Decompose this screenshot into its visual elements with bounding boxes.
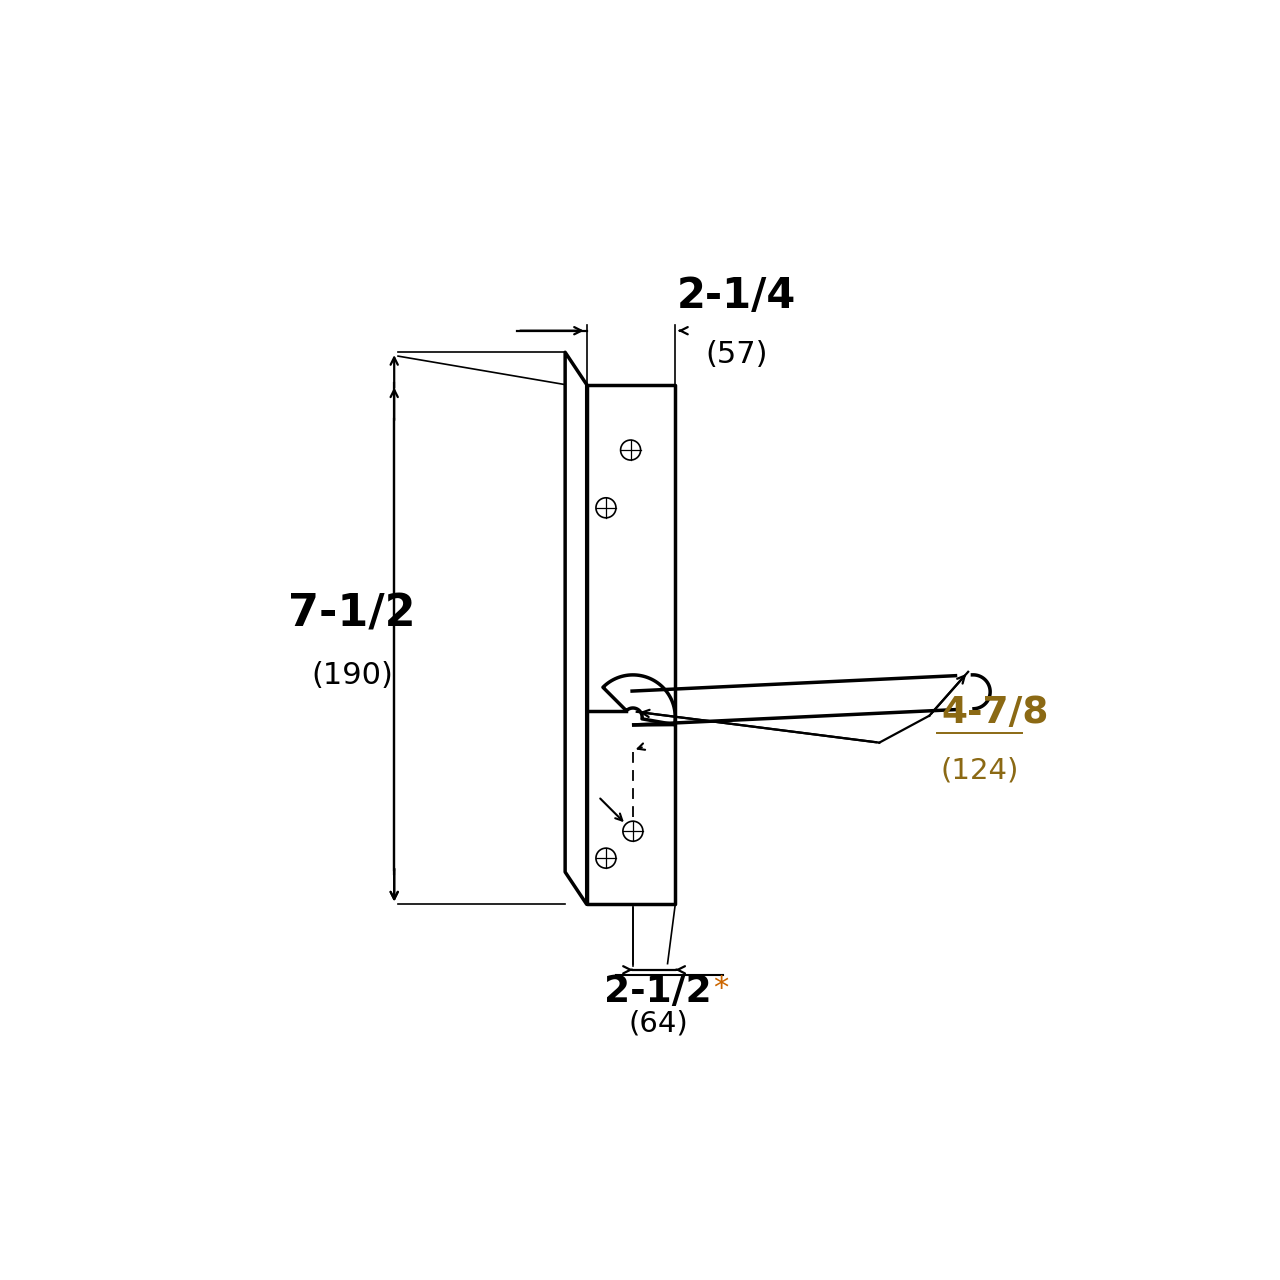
Text: 2-1/2: 2-1/2 xyxy=(604,974,712,1010)
Text: 4-7/8: 4-7/8 xyxy=(941,695,1048,731)
Text: 7-1/2: 7-1/2 xyxy=(288,593,416,635)
Text: (64): (64) xyxy=(628,1010,687,1038)
Text: (190): (190) xyxy=(311,662,393,690)
Text: (124): (124) xyxy=(941,756,1019,785)
Text: (57): (57) xyxy=(705,340,768,369)
Text: *: * xyxy=(713,974,728,1002)
Text: 2-1/4: 2-1/4 xyxy=(677,275,796,317)
